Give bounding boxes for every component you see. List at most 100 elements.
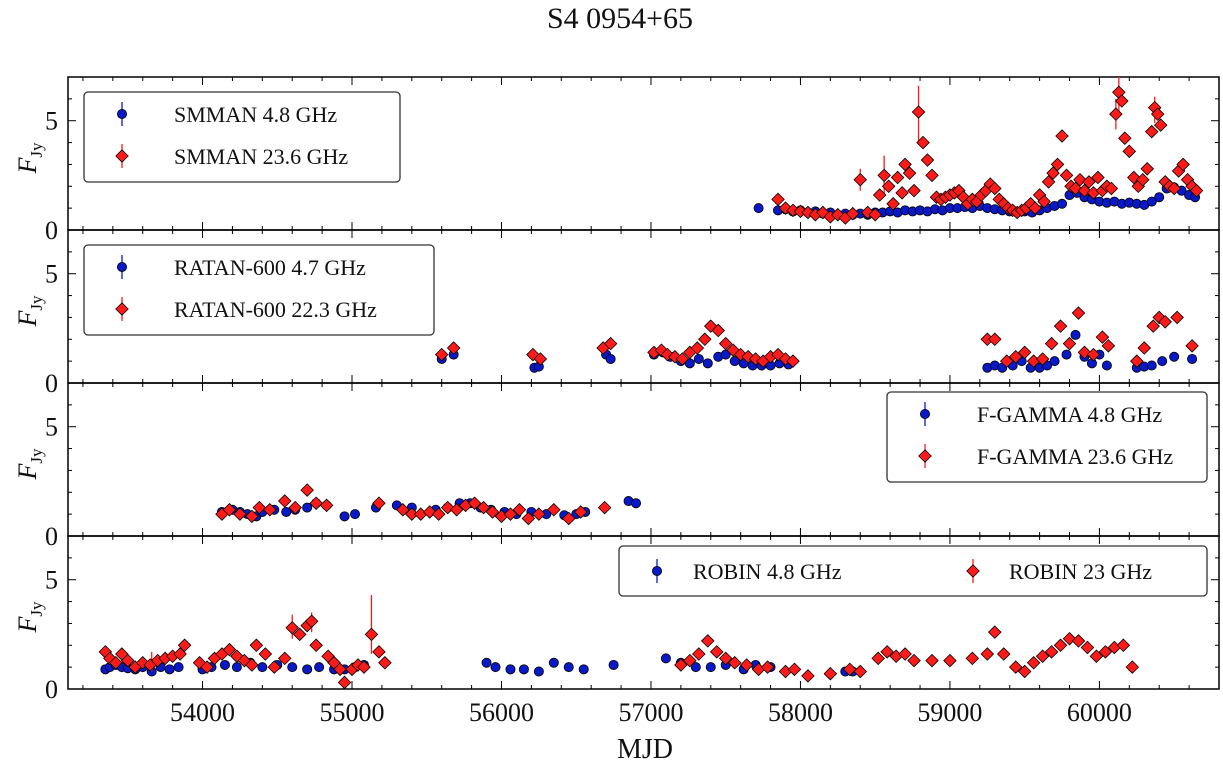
data-point (816, 205, 830, 220)
y-tick-label: 5 (45, 107, 58, 136)
data-point (1122, 144, 1137, 159)
legend-label: F-GAMMA 23.6 GHz (977, 444, 1173, 469)
legend-label: SMMAN 4.8 GHz (174, 102, 337, 127)
data-point (988, 181, 1002, 196)
y-tick-label: 0 (45, 369, 58, 398)
legend-marker (117, 261, 128, 272)
data-point (1137, 341, 1152, 355)
data-point (1008, 660, 1023, 674)
data-point (1046, 166, 1060, 180)
data-point (1158, 315, 1172, 329)
data-point (252, 500, 267, 515)
x-tick-label: 60000 (1067, 698, 1132, 727)
legend-label: F-GAMMA 4.8 GHz (977, 402, 1162, 427)
data-point (222, 503, 237, 517)
x-tick-label: 54000 (170, 698, 235, 727)
data-point (988, 332, 1002, 347)
data-point (277, 494, 292, 508)
data-point (1080, 640, 1095, 655)
data-point (222, 642, 237, 657)
data-point (304, 614, 319, 629)
legend-entry-1: RATAN-600 4.7 GHz (117, 255, 366, 280)
data-point (1057, 198, 1068, 209)
data-point (1037, 194, 1051, 209)
data-point (267, 660, 282, 674)
data-point (1152, 310, 1166, 325)
data-layer (98, 595, 1140, 690)
legend-entry-2: ROBIN 23 GHz (966, 559, 1152, 584)
data-point (405, 507, 419, 521)
legend-entry-1: F-GAMMA 4.8 GHz (920, 402, 1162, 427)
data-point (357, 660, 371, 674)
data-point (907, 653, 921, 668)
data-point (1146, 360, 1157, 371)
data-point (902, 166, 917, 180)
data-point (1127, 170, 1141, 185)
legend-frame (618, 545, 1208, 597)
data-point (660, 653, 671, 664)
data-point (1104, 181, 1119, 196)
data-point (396, 503, 410, 517)
data-point (300, 483, 314, 497)
legend-marker (117, 109, 128, 120)
data-point (631, 498, 642, 509)
y-tick-label: 0 (45, 216, 58, 245)
data-point (121, 653, 135, 668)
data-point (778, 352, 793, 366)
data-point (911, 105, 926, 119)
data-point (1017, 664, 1032, 679)
data-point (302, 502, 313, 513)
data-point (485, 505, 500, 519)
data-point (518, 664, 529, 675)
data-point (431, 507, 446, 521)
data-point (886, 197, 900, 211)
data-point (843, 662, 857, 677)
data-point (532, 507, 546, 521)
legend-entry-1: ROBIN 4.8 GHz (652, 559, 842, 584)
data-point (533, 352, 548, 366)
data-point (319, 498, 334, 513)
x-tick-label: 59000 (917, 698, 982, 727)
y-tick-label: 0 (45, 522, 58, 551)
data-point (1109, 107, 1123, 121)
data-point (230, 649, 244, 663)
data-point (1125, 660, 1140, 674)
x-tick-label: 56000 (469, 698, 534, 727)
data-point (1044, 336, 1059, 351)
data-point (753, 203, 764, 214)
data-point (1135, 172, 1150, 187)
data-point (1150, 107, 1165, 121)
data-point (1116, 638, 1131, 653)
legend-label: RATAN-600 4.7 GHz (174, 255, 366, 280)
data-point (1101, 339, 1116, 353)
data-point (853, 172, 868, 187)
data-point (378, 656, 392, 670)
data-point (249, 638, 264, 653)
data-point (895, 186, 909, 200)
data-point (608, 659, 619, 670)
panel-4: 0 5 FJy ROBIN 4.8 GHz ROBIN 23 GHz 54000 55000… (13, 535, 1220, 727)
data-point (1154, 192, 1165, 203)
y-tick-label: 5 (45, 413, 58, 442)
data-point (563, 662, 574, 673)
data-point (309, 496, 323, 510)
data-point (258, 647, 273, 661)
data-point (872, 188, 887, 202)
data-point (1035, 649, 1050, 663)
data-point (476, 500, 491, 515)
data-point (372, 496, 386, 510)
data-point (597, 500, 612, 515)
data-point (339, 511, 350, 522)
legend-entry-2: RATAN-600 22.3 GHz (115, 297, 377, 322)
data-point (285, 621, 299, 635)
data-point (1167, 181, 1181, 196)
data-point (860, 205, 875, 220)
data-point (1035, 352, 1050, 366)
data-point (1146, 196, 1157, 207)
data-point (1189, 183, 1204, 198)
data-point (1055, 129, 1069, 143)
data-point (1062, 631, 1077, 646)
data-point (831, 207, 845, 222)
legend-entry-2: SMMAN 23.6 GHz (115, 144, 348, 169)
legend-frame (83, 91, 401, 183)
